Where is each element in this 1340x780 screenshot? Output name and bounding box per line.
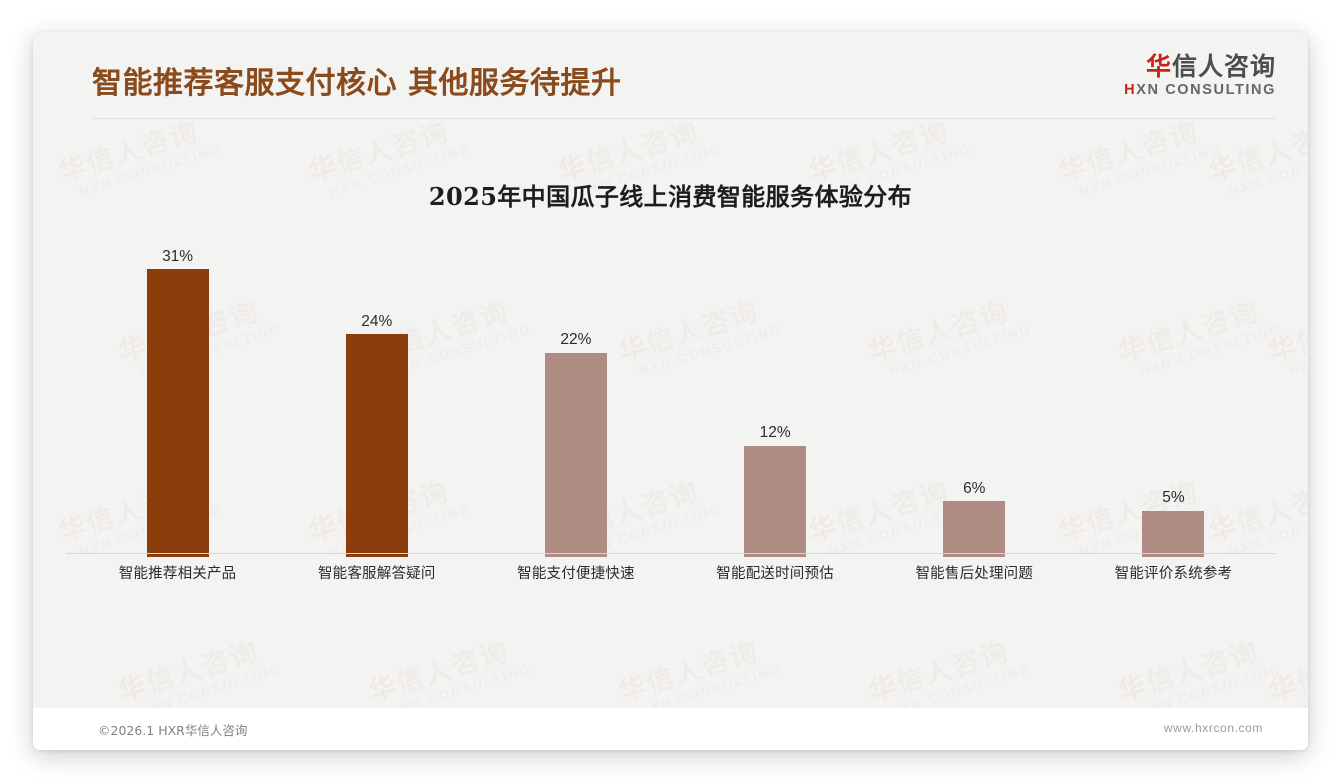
bar-value-label: 31% <box>162 247 194 265</box>
logo-cn-rest: 信人咨询 <box>1171 52 1276 81</box>
bar-value-label: 6% <box>963 479 986 497</box>
bar-series: 31% 24% 22% 12% 6% 5% <box>78 232 1273 557</box>
bar-group: 24% <box>277 232 476 557</box>
bar-value-label: 12% <box>759 424 791 442</box>
x-axis-label: 智能评价系统参考 <box>1114 566 1233 582</box>
x-axis-label: 智能推荐相关产品 <box>118 566 237 582</box>
bar <box>943 501 1006 557</box>
bar-value-label: 5% <box>1162 489 1185 507</box>
bar <box>744 445 807 557</box>
logo-en-first-char: H <box>1124 82 1137 99</box>
bar-group: 31% <box>78 232 277 557</box>
bar-value-label: 24% <box>361 312 393 330</box>
x-axis-line <box>66 553 1276 554</box>
bar-group: 5% <box>1074 232 1273 557</box>
logo-english-text: HXN CONSULTING <box>1124 82 1276 98</box>
logo-chinese-text: 华信人咨询 <box>1124 52 1276 81</box>
bar-chart-plot-area: 31% 24% 22% 12% 6% 5% <box>78 232 1273 557</box>
x-axis-label: 智能客服解答疑问 <box>317 566 436 582</box>
x-axis-label: 智能配送时间预估 <box>716 566 834 582</box>
x-axis-label: 智能售后处理问题 <box>915 566 1034 582</box>
bar <box>146 269 209 557</box>
footer-copyright: ©2026.1 HXR华信人咨询 <box>98 723 248 738</box>
bar-group: 12% <box>676 232 875 557</box>
chart-title: 2025年中国瓜子线上消费智能服务体验分布 <box>428 182 913 211</box>
bar <box>544 352 607 557</box>
bar-group: 22% <box>476 232 675 557</box>
bar-group: 6% <box>875 232 1074 557</box>
company-logo: 华信人咨询 HXN CONSULTING <box>1124 52 1276 98</box>
logo-en-rest: XN CONSULTING <box>1136 82 1276 99</box>
header-divider <box>92 118 1276 119</box>
footer-website[interactable]: www.hxrcon.com <box>1163 721 1263 735</box>
slide-footer: ©2026.1 HXR华信人咨询 www.hxrcon.com <box>33 708 1308 750</box>
slide-card: 华信人咨询 HXN CONSULTING 华信人咨询 HXN CONSULTING 华信… <box>33 32 1308 750</box>
slide-header: 智能推荐客服支付核心 其他服务待提升 华信人咨询 HXN CONSULTING <box>33 32 1308 122</box>
bar-value-label: 22% <box>560 331 592 349</box>
page-title: 智能推荐客服支付核心 其他服务待提升 <box>92 66 622 101</box>
x-axis-labels: 智能推荐相关产品 智能客服解答疑问 智能支付便捷快速 智能配送时间预估 智能售后处理问题… <box>78 562 1273 583</box>
bar <box>1142 510 1205 557</box>
x-axis-label: 智能支付便捷快速 <box>517 566 635 582</box>
bar <box>345 334 408 557</box>
logo-cn-first-char: 华 <box>1145 52 1172 81</box>
